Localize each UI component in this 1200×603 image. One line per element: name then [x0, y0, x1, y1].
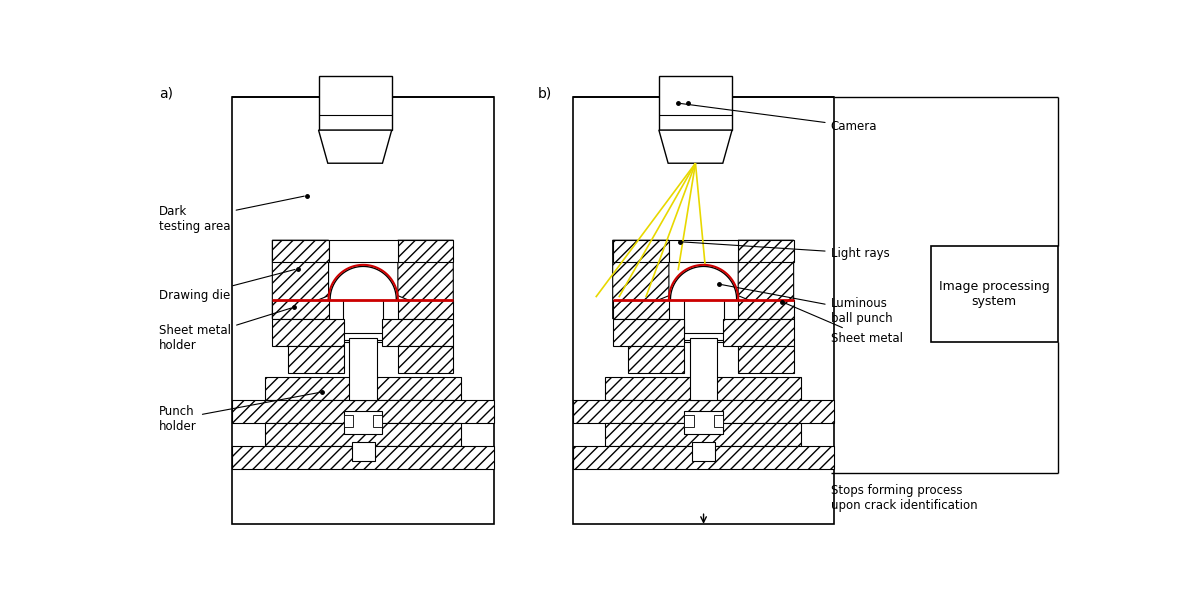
Bar — [680, 333, 727, 339]
Polygon shape — [738, 240, 793, 319]
Text: Sheet metal
holder: Sheet metal holder — [160, 308, 292, 352]
Bar — [344, 411, 383, 434]
Bar — [398, 346, 454, 373]
Bar — [344, 415, 353, 426]
Polygon shape — [659, 130, 732, 163]
Bar — [605, 423, 802, 446]
Bar — [318, 76, 391, 130]
Bar — [572, 446, 834, 469]
Text: Luminous
ball punch: Luminous ball punch — [721, 285, 893, 325]
Bar — [373, 415, 383, 426]
Bar — [613, 319, 684, 346]
Text: Image processing
system: Image processing system — [938, 280, 1050, 308]
Polygon shape — [318, 130, 391, 163]
Bar — [233, 446, 494, 469]
Bar — [684, 411, 722, 434]
Polygon shape — [398, 240, 454, 319]
Bar — [738, 346, 793, 373]
Bar — [383, 319, 454, 346]
Bar — [398, 240, 454, 262]
Bar — [233, 400, 494, 423]
Bar — [628, 346, 684, 373]
Text: Dark
testing area: Dark testing area — [160, 196, 305, 233]
Bar — [349, 338, 377, 400]
Text: Light rays: Light rays — [683, 242, 889, 260]
Bar — [738, 300, 793, 319]
Bar — [265, 423, 461, 446]
Bar — [398, 300, 454, 319]
Bar — [233, 97, 494, 525]
Bar — [272, 319, 344, 346]
Polygon shape — [272, 240, 329, 319]
Bar — [931, 245, 1057, 342]
Bar — [659, 76, 732, 130]
Text: b): b) — [538, 86, 552, 100]
Bar — [352, 442, 374, 461]
Bar — [692, 442, 715, 461]
Text: Sheet metal: Sheet metal — [785, 303, 902, 344]
Bar — [272, 240, 329, 262]
Text: Punch
holder: Punch holder — [160, 393, 319, 433]
Bar — [613, 240, 668, 262]
Bar — [343, 300, 383, 342]
Text: Stops forming process
upon crack identification: Stops forming process upon crack identif… — [830, 484, 977, 513]
Bar — [340, 333, 386, 339]
Polygon shape — [613, 240, 668, 319]
Bar — [572, 97, 834, 525]
Bar — [684, 415, 694, 426]
Text: Camera: Camera — [680, 104, 877, 133]
Bar — [288, 346, 344, 373]
Bar — [272, 300, 329, 319]
Bar — [738, 240, 793, 262]
Text: Drawing die: Drawing die — [160, 270, 295, 302]
Bar — [714, 415, 722, 426]
Bar — [605, 376, 802, 400]
Bar — [572, 400, 834, 423]
Bar — [329, 240, 398, 262]
Bar — [668, 240, 738, 262]
Bar — [722, 319, 793, 346]
Bar — [265, 376, 461, 400]
Bar — [613, 300, 668, 319]
Bar — [684, 300, 724, 342]
Bar — [690, 338, 718, 400]
Text: a): a) — [160, 86, 173, 100]
